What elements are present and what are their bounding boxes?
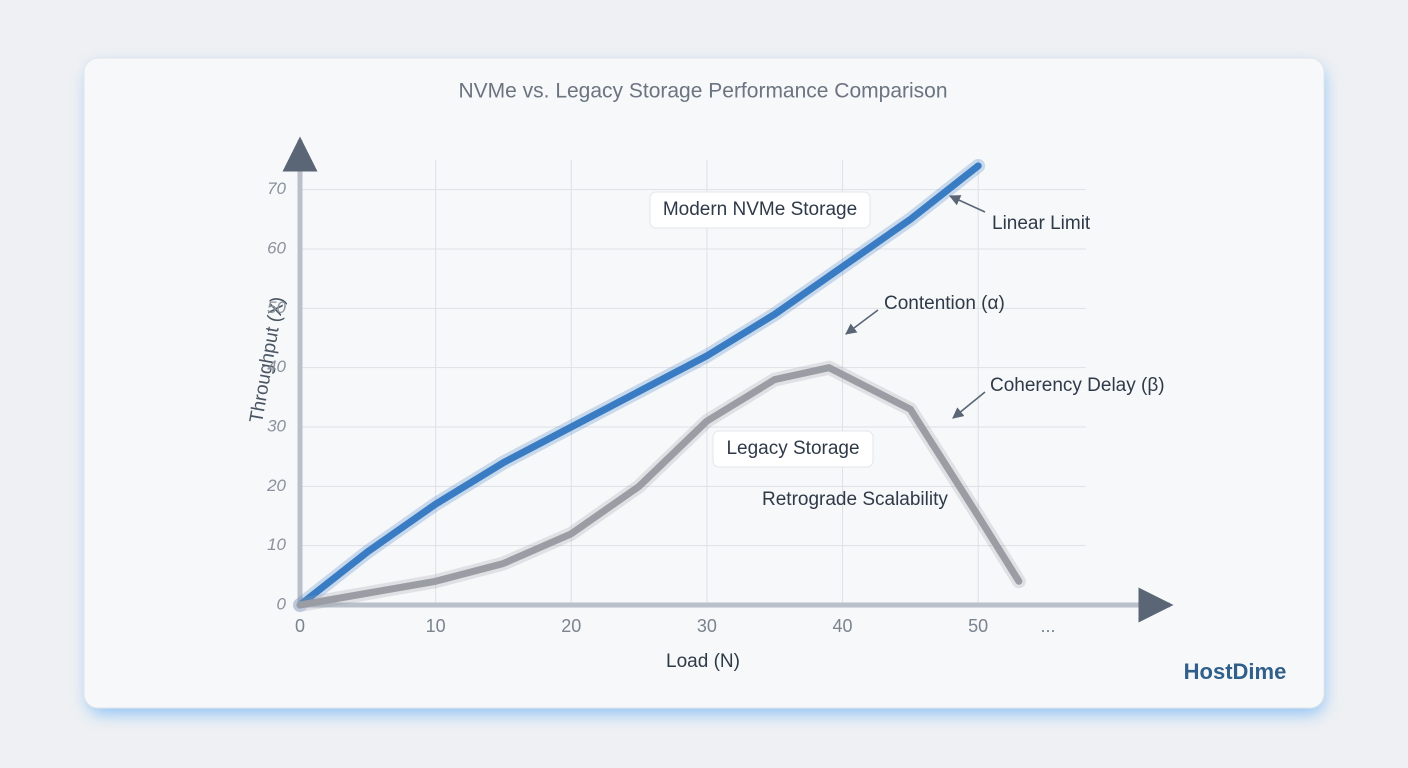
y-tick-label: 10 <box>267 535 286 554</box>
y-tick-label: 0 <box>277 594 287 613</box>
x-tick-label: 30 <box>697 616 717 636</box>
series-label: Legacy Storage <box>726 438 859 459</box>
annotation-arrow <box>845 309 879 335</box>
annotation: Coherency Delay (β) <box>990 375 1165 396</box>
annotation-arrow <box>948 195 986 213</box>
x-tick-label: 40 <box>833 616 853 636</box>
series-label-box <box>712 430 874 468</box>
annotation: Contention (α) <box>884 293 1005 314</box>
x-tick-label: 10 <box>426 616 446 636</box>
annotation: Linear Limit <box>992 213 1091 234</box>
series-line <box>296 364 1023 609</box>
x-tick-label: 20 <box>561 616 581 636</box>
x-tick-label: 0 <box>295 616 305 636</box>
x-tick-label: 50 <box>968 616 988 636</box>
y-tick-label: 40 <box>267 357 286 376</box>
series-label: Modern NVMe Storage <box>663 199 857 220</box>
brand: HostDime <box>1184 659 1287 684</box>
x-tick-label: ... <box>1040 616 1055 636</box>
y-tick-label: 30 <box>267 416 286 435</box>
annotation-arrow <box>952 391 986 419</box>
y-tick-label: 60 <box>267 238 286 257</box>
y-tick-label: 20 <box>266 476 286 495</box>
chart-title: NVMe vs. Legacy Storage Performance Comp… <box>458 80 947 103</box>
series-line <box>296 162 982 609</box>
x-axis-label: Load (N) <box>666 651 740 672</box>
y-tick-label: 50 <box>267 298 286 317</box>
y-tick-label: 70 <box>267 179 286 198</box>
plot: 0 10 20 30 40 50 60 70 0 10 20 30 40 50 ... Modern NVMe… <box>266 136 1174 636</box>
series-label-box <box>649 191 871 229</box>
annotation: Retrograde Scalability <box>762 489 948 510</box>
